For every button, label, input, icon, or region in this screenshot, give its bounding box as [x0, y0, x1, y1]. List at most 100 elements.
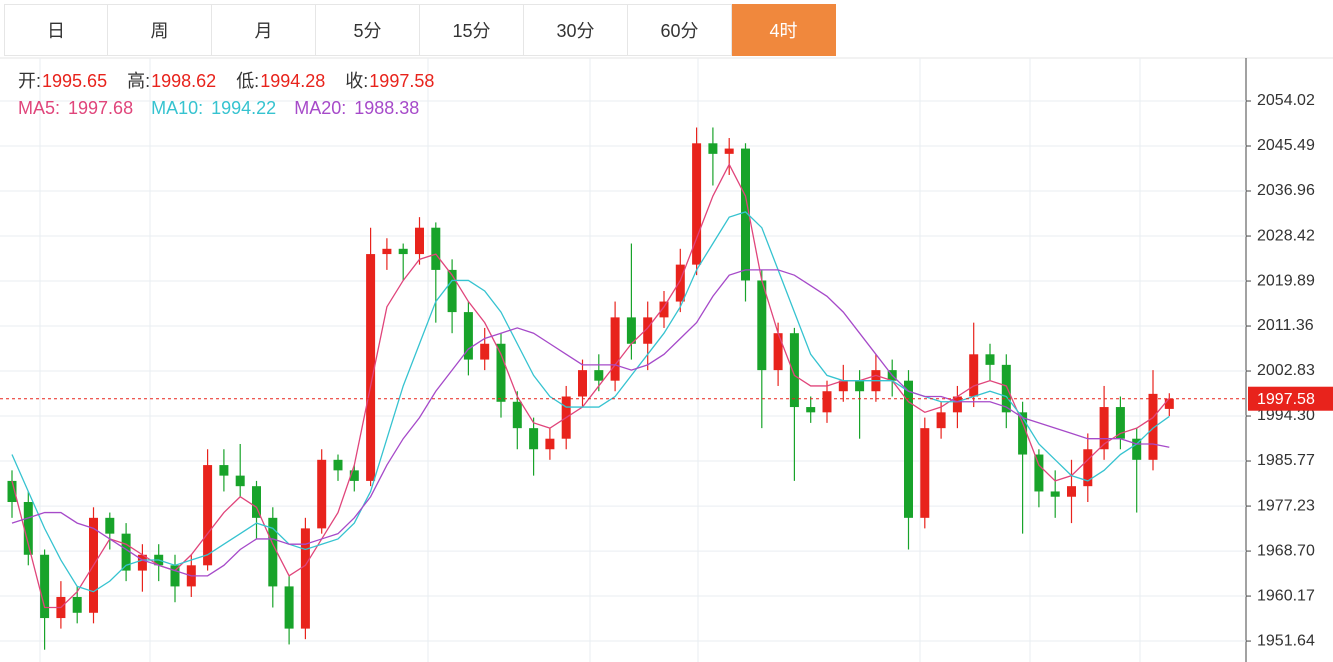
period-tab[interactable]: 月	[212, 4, 316, 56]
candle-body	[838, 380, 848, 392]
last-price-box	[1248, 386, 1333, 411]
candle-body	[72, 596, 82, 613]
candle-body	[121, 533, 131, 571]
candle-body	[105, 517, 115, 534]
ma-line	[11, 269, 1170, 577]
period-tab[interactable]: 5分	[316, 4, 420, 56]
candle-body	[512, 401, 522, 429]
candle-body	[675, 264, 685, 302]
ohlc-value: 1995.65	[42, 71, 107, 91]
candle-body	[626, 317, 636, 344]
candle-body	[415, 227, 424, 255]
candle-body	[659, 301, 669, 318]
candle-body	[610, 317, 620, 381]
period-tab[interactable]: 4时	[732, 4, 836, 56]
candle-body	[252, 486, 261, 518]
candle-body	[969, 354, 979, 397]
legend-value: 1988.38	[354, 98, 419, 118]
candle-body	[1099, 407, 1109, 450]
ma-line	[11, 211, 1170, 593]
y-tick-label: 2028.42	[1257, 227, 1315, 244]
ohlc-label: 开:	[18, 71, 41, 91]
candle-body	[773, 333, 783, 371]
period-tab[interactable]: 周	[108, 4, 212, 56]
candle-body	[1001, 364, 1011, 413]
y-tick-label: 2019.89	[1257, 272, 1315, 289]
candle-body	[936, 412, 946, 429]
candle-body	[447, 269, 457, 313]
y-tick-label: 1994.30	[1257, 407, 1315, 424]
candle-body	[349, 470, 359, 481]
period-tab[interactable]: 60分	[628, 4, 732, 56]
candle-body	[822, 391, 832, 413]
legend-name: MA5:	[18, 98, 60, 118]
candle-body	[692, 143, 702, 265]
candle-body	[904, 380, 913, 518]
candle-body	[789, 333, 799, 408]
last-price-label: 1997.58	[1257, 391, 1315, 408]
candle-body	[1034, 454, 1044, 492]
legend-name: MA20:	[294, 98, 346, 118]
candle-body	[40, 554, 50, 619]
candle-body	[1067, 486, 1076, 497]
candle-body	[741, 148, 750, 281]
y-tick-label: 1985.77	[1257, 452, 1315, 469]
candle-body	[268, 517, 278, 587]
candle-body	[431, 227, 441, 270]
legend-value: 1994.22	[211, 98, 276, 118]
legend-name: MA10:	[151, 98, 203, 118]
y-tick-label: 1960.17	[1257, 587, 1315, 604]
period-tabs: 日周月 5分 15分 30分 60分 4时	[4, 4, 836, 58]
ma-line	[11, 162, 1170, 609]
candle-body	[333, 459, 343, 471]
candle-body	[1083, 449, 1093, 487]
candle-body	[284, 586, 294, 629]
ohlc-label: 高:	[127, 71, 150, 91]
candle-body	[382, 248, 392, 255]
candle-body	[137, 554, 147, 571]
candle-body	[529, 428, 539, 450]
candle-body	[1132, 438, 1142, 460]
candle-body	[1018, 412, 1028, 455]
candle-body	[7, 480, 17, 503]
candle-body	[366, 254, 376, 481]
candle-body	[23, 502, 33, 555]
candle-body	[496, 343, 506, 402]
candle-body	[855, 380, 865, 392]
ohlc-label: 低:	[236, 71, 259, 91]
period-tab[interactable]: 日	[4, 4, 108, 56]
y-tick-label: 1951.64	[1257, 632, 1315, 649]
candle-body	[806, 407, 816, 413]
legend-value: 1997.68	[68, 98, 133, 118]
y-tick-label: 2002.83	[1257, 362, 1315, 379]
candle-body	[170, 565, 180, 587]
y-tick-label: 2011.36	[1257, 317, 1314, 334]
candle-body	[219, 465, 229, 476]
candle-body	[708, 143, 718, 154]
y-tick-label: 2045.49	[1257, 137, 1315, 154]
candle-body	[724, 148, 734, 154]
candle-body	[398, 248, 408, 255]
period-tab[interactable]: 30分	[524, 4, 628, 56]
candle-body	[594, 370, 604, 381]
candle-body	[1050, 491, 1060, 497]
candle-body	[643, 317, 653, 344]
period-tab[interactable]: 15分	[420, 4, 524, 56]
candle-body	[952, 396, 962, 413]
candle-body	[203, 465, 213, 566]
candle-body	[1164, 398, 1174, 409]
candle-body	[235, 475, 245, 487]
y-tick-label: 2054.02	[1257, 92, 1315, 109]
candle-body	[1115, 407, 1125, 439]
ohlc-label: 收:	[345, 71, 368, 91]
candle-body	[300, 528, 310, 629]
ohlc-value: 1994.28	[260, 71, 325, 91]
candle-body	[317, 459, 327, 529]
candle-body	[463, 312, 473, 360]
candle-body	[545, 438, 555, 450]
candle-body	[480, 343, 490, 360]
ohlc-value: 1998.62	[151, 71, 216, 91]
ohlc-value: 1997.58	[369, 71, 434, 91]
